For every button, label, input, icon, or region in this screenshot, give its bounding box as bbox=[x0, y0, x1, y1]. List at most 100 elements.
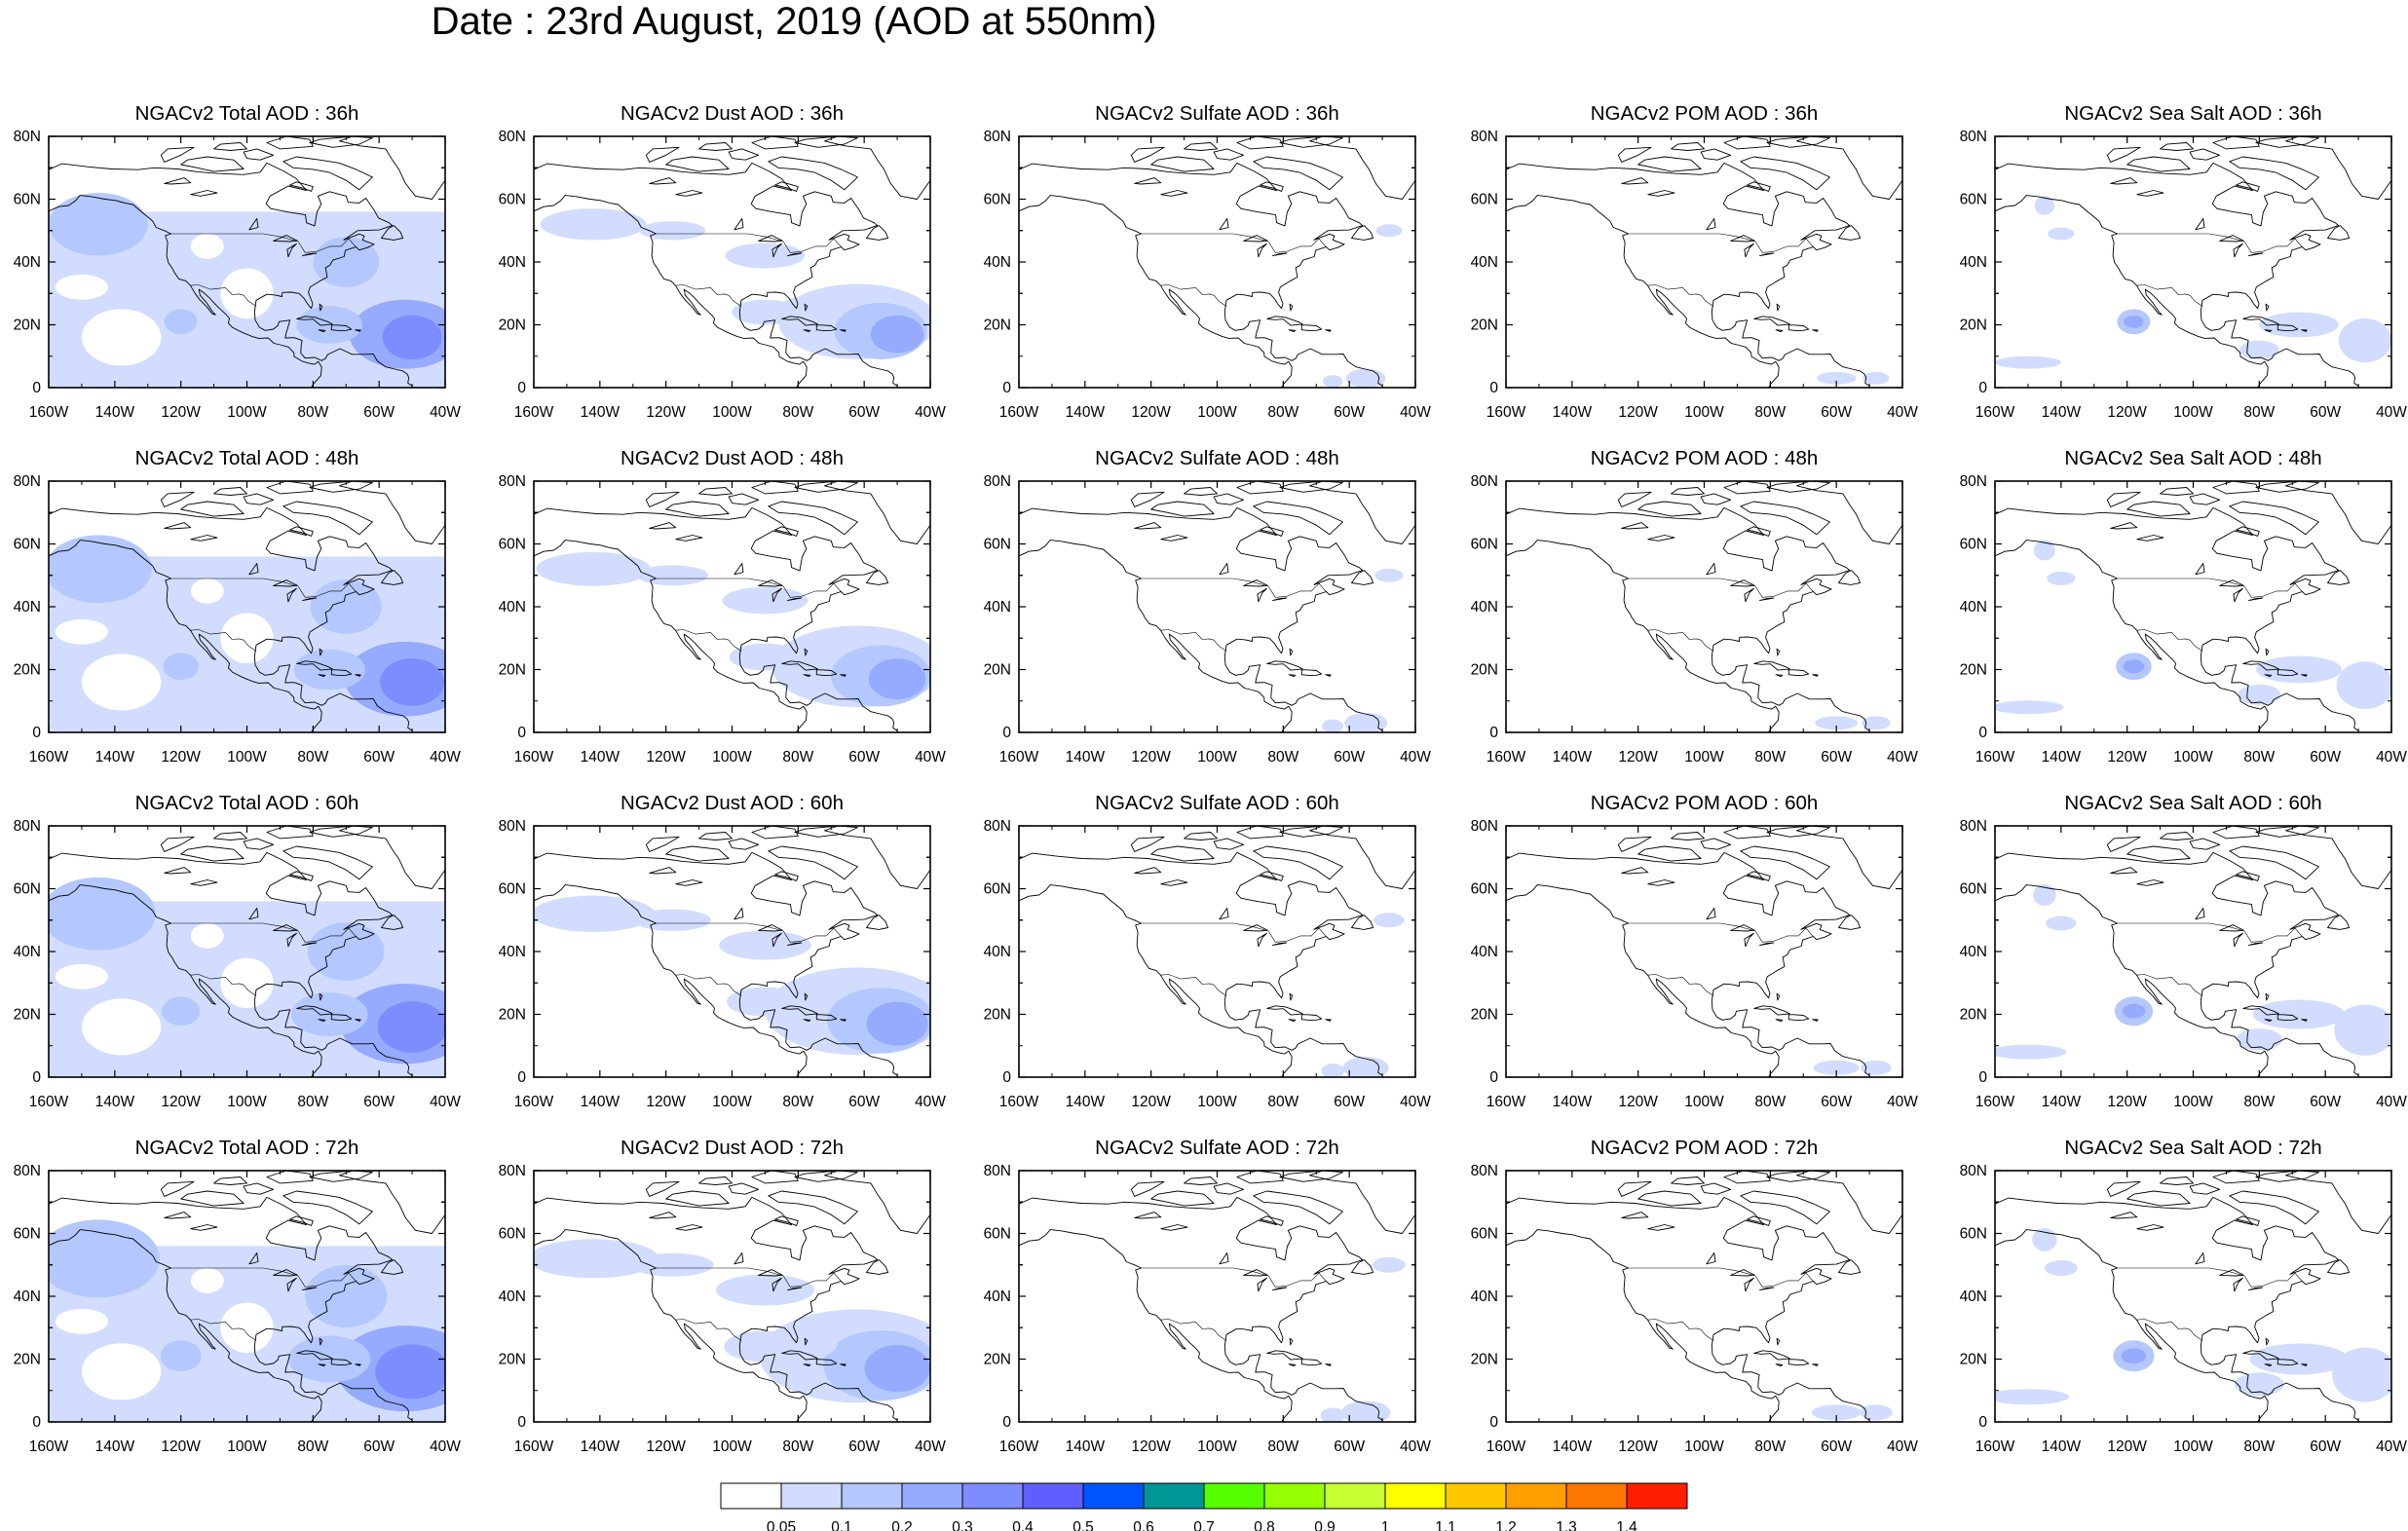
coastline bbox=[1506, 136, 1902, 388]
colorbar-label: 0.5 bbox=[1072, 1519, 1094, 1531]
lat-tick-label: 60N bbox=[499, 1226, 526, 1243]
lat-tick-label: 60N bbox=[14, 537, 41, 553]
national-borders bbox=[656, 578, 842, 652]
colorbar-label: 0.3 bbox=[952, 1519, 973, 1531]
panel-title: NGACv2 Sea Salt AOD : 48h bbox=[2064, 447, 2322, 469]
map-panel-sea-salt-aod: NGACv2 Sea Salt AOD : 48h 0 20N 40N 60N 80N 16… bbox=[1960, 447, 2408, 766]
national-borders bbox=[656, 233, 842, 307]
lon-tick-label: 160W bbox=[999, 749, 1039, 766]
map-panel-total-aod: NGACv2 Total AOD : 48h 0 20N 40N 60N 80N 160W 1… bbox=[14, 447, 462, 766]
colorbar-swatch bbox=[1324, 1482, 1386, 1510]
lon-tick-label: 100W bbox=[1197, 749, 1237, 766]
lat-tick-label: 60N bbox=[1471, 537, 1498, 553]
lon-tick-label: 160W bbox=[29, 404, 69, 421]
lat-tick-label: 80N bbox=[14, 473, 41, 490]
lon-tick-label: 80W bbox=[1754, 1438, 1786, 1455]
lon-tick-label: 40W bbox=[915, 1438, 946, 1455]
lat-tick-label: 20N bbox=[499, 662, 526, 679]
coastline bbox=[1995, 136, 2391, 388]
lat-tick-label: 60N bbox=[984, 881, 1011, 898]
colorbar-label: 0.6 bbox=[1133, 1519, 1154, 1531]
map-panel-dust-aod: NGACv2 Dust AOD : 72h 0 20N 40N 60N 80N 160W 14… bbox=[499, 1137, 947, 1455]
national-borders bbox=[1141, 922, 1327, 996]
lat-tick-label: 40N bbox=[1960, 254, 1987, 271]
panel-title: NGACv2 Sea Salt AOD : 72h bbox=[2064, 1137, 2322, 1159]
lon-tick-label: 60W bbox=[2310, 1094, 2341, 1110]
lat-tick-label: 40N bbox=[14, 1288, 41, 1305]
lat-tick-label: 60N bbox=[1471, 1226, 1498, 1243]
aod-field bbox=[1995, 196, 2391, 369]
lon-tick-label: 120W bbox=[1618, 404, 1658, 421]
panel-title: NGACv2 Dust AOD : 36h bbox=[620, 102, 844, 125]
panel-title: NGACv2 POM AOD : 72h bbox=[1590, 1137, 1819, 1159]
lon-tick-label: 60W bbox=[363, 1438, 395, 1455]
lon-tick-label: 140W bbox=[1066, 1094, 1106, 1110]
lat-tick-label: 20N bbox=[1471, 662, 1498, 679]
national-borders bbox=[170, 1267, 357, 1341]
panel-title: NGACv2 POM AOD : 36h bbox=[1590, 102, 1819, 125]
lon-tick-label: 80W bbox=[782, 1438, 813, 1455]
national-borders bbox=[170, 578, 357, 652]
lon-tick-label: 120W bbox=[646, 1094, 686, 1110]
lat-tick-label: 0 bbox=[517, 725, 526, 741]
colorbar-label: 0.8 bbox=[1254, 1519, 1275, 1531]
panel-title: NGACv2 POM AOD : 60h bbox=[1590, 792, 1819, 814]
lon-tick-label: 100W bbox=[712, 1438, 752, 1455]
coastline bbox=[1506, 826, 1902, 1077]
colorbar-swatch bbox=[1143, 1482, 1205, 1510]
lon-tick-label: 60W bbox=[1821, 404, 1852, 421]
colorbar-swatch bbox=[841, 1482, 903, 1510]
lon-tick-label: 160W bbox=[1975, 1094, 2015, 1110]
map-plot: 0 20N 40N 60N 80N 160W 140W 120W 100W 80W 60W 40W bbox=[984, 818, 1432, 1110]
lon-tick-label: 160W bbox=[999, 404, 1039, 421]
lon-tick-label: 100W bbox=[712, 1094, 752, 1110]
lon-tick-label: 40W bbox=[1887, 1094, 1918, 1110]
lon-tick-label: 120W bbox=[1131, 1094, 1171, 1110]
lon-tick-label: 140W bbox=[1553, 1438, 1593, 1455]
lon-tick-label: 120W bbox=[1131, 1438, 1171, 1455]
lon-tick-label: 120W bbox=[2107, 1438, 2147, 1455]
national-borders bbox=[2117, 233, 2303, 307]
map-panel-sea-salt-aod: NGACv2 Sea Salt AOD : 60h 0 20N 40N 60N 80N 16… bbox=[1960, 792, 2408, 1110]
lon-tick-label: 40W bbox=[430, 1438, 461, 1455]
lon-tick-label: 40W bbox=[430, 404, 461, 421]
lon-tick-label: 80W bbox=[1267, 404, 1298, 421]
lon-tick-label: 140W bbox=[1066, 749, 1106, 766]
national-borders bbox=[2117, 578, 2303, 652]
lat-tick-label: 20N bbox=[984, 662, 1011, 679]
map-plot: 0 20N 40N 60N 80N 160W 140W 120W 100W 80W 60W 40W bbox=[499, 129, 947, 421]
lon-tick-label: 80W bbox=[297, 749, 328, 766]
map-plot: 0 20N 40N 60N 80N 160W 140W 120W 100W 80W 60W 40W bbox=[14, 473, 462, 766]
map-panel-total-aod: NGACv2 Total AOD : 72h 0 20N 40N 60N 80N 160W 1… bbox=[14, 1137, 462, 1455]
lon-tick-label: 120W bbox=[1618, 749, 1658, 766]
lon-tick-label: 60W bbox=[848, 1438, 880, 1455]
map-panel-sulfate-aod: NGACv2 Sulfate AOD : 48h 0 20N 40N 60N 80N 160… bbox=[984, 447, 1432, 766]
colorbar-swatch bbox=[1626, 1482, 1688, 1510]
lon-tick-label: 160W bbox=[1486, 1094, 1526, 1110]
panel-title: NGACv2 Sulfate AOD : 60h bbox=[1095, 792, 1339, 814]
lon-tick-label: 60W bbox=[1821, 1438, 1852, 1455]
lon-tick-label: 100W bbox=[1684, 1094, 1724, 1110]
map-plot: 0 20N 40N 60N 80N 160W 140W 120W 100W 80W 60W 40W bbox=[14, 129, 462, 421]
map-plot: 0 20N 40N 60N 80N 160W 140W 120W 100W 80W 60W 40W bbox=[984, 1163, 1432, 1455]
main-title: Date : 23rd August, 2019 (AOD at 550nm) bbox=[431, 0, 1157, 43]
lat-tick-label: 0 bbox=[517, 380, 526, 396]
lon-tick-label: 140W bbox=[581, 749, 621, 766]
colorbar-label: 0.1 bbox=[831, 1519, 852, 1531]
lon-tick-label: 140W bbox=[1553, 404, 1593, 421]
coastline bbox=[534, 826, 930, 1077]
colorbar-swatch bbox=[1565, 1482, 1628, 1510]
lon-tick-label: 80W bbox=[1267, 749, 1298, 766]
lon-tick-label: 40W bbox=[1400, 1438, 1431, 1455]
lon-tick-label: 100W bbox=[1197, 404, 1237, 421]
lon-tick-label: 40W bbox=[1400, 1094, 1431, 1110]
aod-field bbox=[1995, 540, 2391, 715]
lat-tick-label: 0 bbox=[1002, 1414, 1011, 1431]
lat-tick-label: 40N bbox=[984, 254, 1011, 271]
national-borders bbox=[656, 922, 842, 996]
lon-tick-label: 60W bbox=[1334, 749, 1365, 766]
lat-tick-label: 0 bbox=[1978, 725, 1987, 741]
lat-tick-label: 0 bbox=[32, 1069, 41, 1086]
lat-tick-label: 80N bbox=[984, 129, 1011, 145]
